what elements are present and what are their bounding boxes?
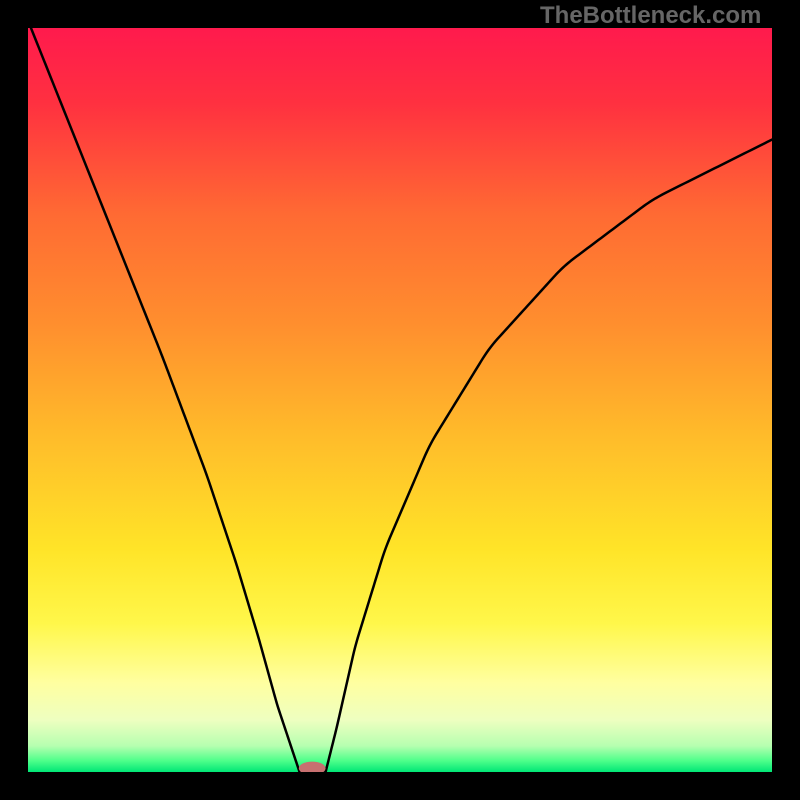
plot-area <box>28 28 772 772</box>
gradient-background <box>28 28 772 772</box>
chart-svg <box>28 28 772 772</box>
watermark-text: TheBottleneck.com <box>540 2 761 30</box>
